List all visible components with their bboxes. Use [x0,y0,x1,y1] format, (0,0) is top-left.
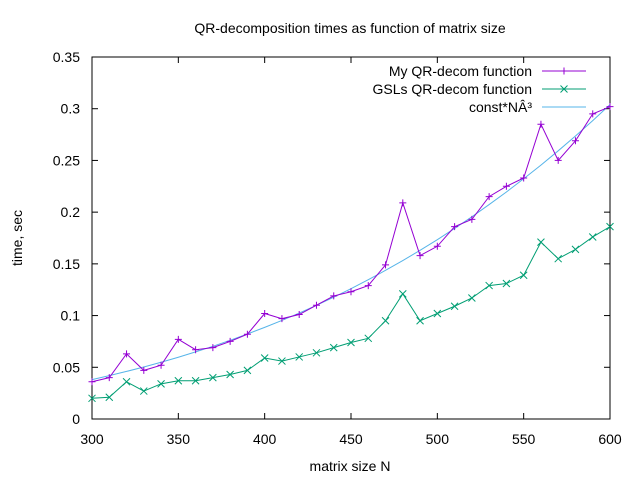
x-tick-label: 450 [339,431,363,447]
data-point-1 [485,281,493,290]
data-point-1 [450,302,459,311]
data-point-1 [88,394,96,403]
legend-marker [560,85,568,93]
data-point-1 [278,357,286,365]
data-point-1 [312,348,321,357]
data-point-0 [312,301,320,309]
data-point-0 [554,156,562,164]
legend-label: My QR-decom function [389,63,532,79]
x-tick-label: 550 [512,431,536,447]
data-point-0 [295,311,303,319]
y-tick-label: 0.05 [53,359,80,375]
chart-title: QR-decomposition times as function of ma… [194,20,505,36]
data-point-1 [381,316,390,325]
legend-marker [560,67,568,75]
data-point-1 [209,373,217,382]
data-point-0 [105,374,113,382]
data-point-0 [485,193,493,201]
data-point-1 [588,233,597,241]
data-point-1 [105,393,114,402]
data-point-1 [433,309,442,318]
data-point-0 [330,292,338,300]
data-point-1 [502,279,511,288]
data-point-1 [295,353,304,361]
legend-label: GSLs QR-decom function [372,81,532,97]
data-point-0 [192,346,200,354]
data-point-1 [554,254,563,263]
series-line-2 [91,104,611,381]
x-tick-label: 600 [598,431,622,447]
y-tick-label: 0.3 [61,101,81,117]
data-point-0 [364,282,372,290]
data-point-0 [433,242,441,250]
data-point-0 [502,182,510,190]
series-line-1 [91,226,611,399]
y-tick-label: 0.25 [53,152,80,168]
data-point-0 [606,103,614,111]
data-point-1 [416,316,424,325]
data-point-1 [537,238,545,246]
legend: My QR-decom function GSLs QR-decom functi… [372,63,586,115]
data-point-1 [226,370,234,379]
data-point-0 [416,252,424,260]
data-point-0 [571,137,579,145]
y-tick-label: 0.1 [61,308,81,324]
data-point-0 [589,110,597,118]
y-tick-label: 0.2 [61,204,81,220]
data-point-0 [537,120,545,128]
data-point-0 [88,378,96,386]
data-point-1 [243,366,252,375]
data-point-0 [243,330,251,338]
x-tick-label: 400 [253,431,277,447]
data-point-1 [347,338,355,347]
series-line-0 [91,106,611,383]
data-point-1 [606,222,614,231]
plot-frame [91,56,611,420]
x-tick-label: 350 [167,431,191,447]
data-point-0 [209,344,217,352]
x-tick-label: 300 [80,431,104,447]
data-point-0 [468,215,476,223]
data-point-0 [261,310,269,318]
y-axis-label: time, sec [9,210,25,266]
data-point-1 [260,354,269,362]
data-point-1 [519,271,528,280]
data-point-0 [226,337,234,345]
data-point-0 [140,366,148,374]
data-point-1 [468,294,476,302]
data-point-1 [174,376,183,385]
data-point-0 [123,350,131,358]
data-point-1 [139,387,148,395]
data-point-1 [122,377,131,386]
x-axis-label: matrix size N [310,458,391,474]
data-point-1 [398,289,407,298]
data-point-1 [364,334,373,343]
data-point-0 [399,199,407,207]
data-point-0 [278,315,286,323]
y-tick-label: 0 [72,411,80,427]
data-point-0 [174,335,182,343]
x-tick-label: 500 [426,431,450,447]
y-tick-label: 0.35 [53,49,80,65]
y-tick-label: 0.15 [53,256,80,272]
plot-area: 300 350 400 450 500 550 600 0 0.05 0.1 0.15 0.2 0.25… [53,49,622,447]
data-point-0 [520,174,528,182]
data-point-0 [157,361,165,369]
legend-label: const*NÂ³ [469,99,532,115]
data-point-1 [329,343,338,352]
data-point-1 [571,245,580,254]
data-point-1 [157,379,165,388]
data-point-1 [191,376,200,385]
data-point-0 [382,261,390,269]
data-point-0 [451,223,459,231]
data-point-0 [347,288,355,296]
